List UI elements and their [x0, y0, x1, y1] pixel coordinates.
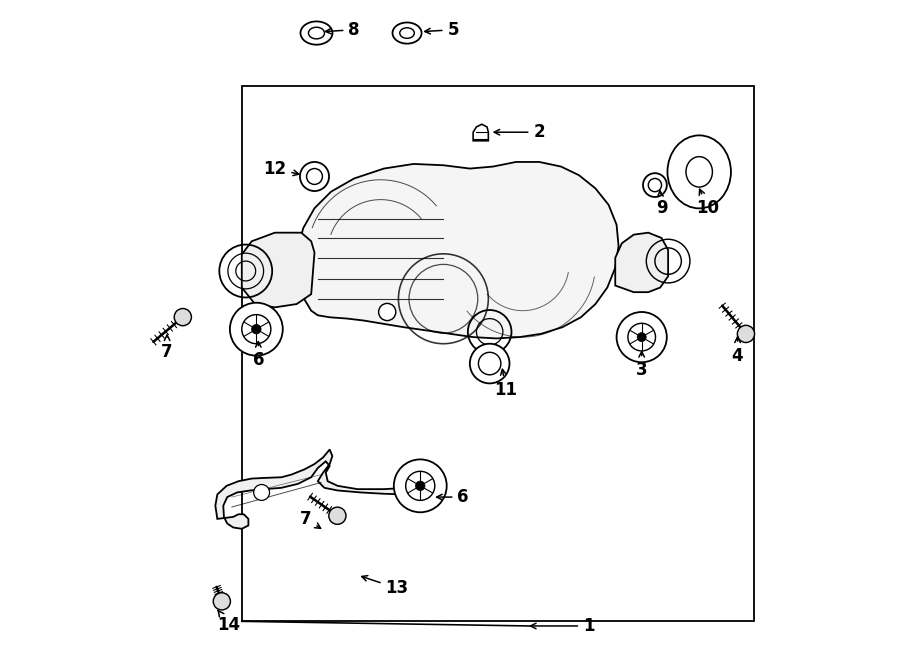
Polygon shape [242, 233, 314, 307]
Ellipse shape [392, 22, 421, 44]
Text: 7: 7 [300, 510, 320, 528]
Text: 6: 6 [253, 342, 264, 369]
Circle shape [416, 481, 425, 490]
Circle shape [379, 303, 396, 321]
Polygon shape [616, 233, 668, 292]
Circle shape [242, 315, 271, 344]
Ellipse shape [309, 27, 325, 39]
Circle shape [394, 459, 446, 512]
Text: 3: 3 [636, 352, 647, 379]
Text: 10: 10 [697, 189, 719, 217]
Text: 12: 12 [264, 159, 299, 178]
Circle shape [307, 169, 322, 184]
Ellipse shape [301, 21, 332, 45]
Circle shape [213, 593, 230, 610]
Ellipse shape [668, 136, 731, 208]
Circle shape [328, 507, 346, 524]
Circle shape [737, 325, 754, 342]
Text: 11: 11 [495, 369, 518, 399]
Circle shape [479, 352, 501, 375]
Circle shape [252, 325, 261, 334]
Circle shape [470, 344, 509, 383]
Circle shape [648, 178, 662, 192]
Text: 13: 13 [362, 576, 409, 598]
Circle shape [628, 323, 655, 351]
Text: 7: 7 [161, 335, 173, 361]
Ellipse shape [400, 28, 414, 38]
Text: 5: 5 [425, 20, 459, 39]
Text: 1: 1 [530, 617, 595, 635]
Ellipse shape [686, 157, 713, 187]
Text: 14: 14 [217, 610, 240, 634]
Text: 2: 2 [494, 123, 545, 141]
Circle shape [643, 173, 667, 197]
Polygon shape [215, 449, 436, 529]
Circle shape [616, 312, 667, 362]
Polygon shape [297, 162, 618, 338]
Text: 9: 9 [656, 191, 667, 217]
Text: 6: 6 [436, 488, 469, 506]
Circle shape [175, 309, 192, 326]
Polygon shape [473, 124, 489, 141]
Circle shape [637, 332, 646, 342]
Text: 4: 4 [732, 337, 743, 365]
Circle shape [406, 471, 435, 500]
Circle shape [300, 162, 329, 191]
Text: 8: 8 [326, 20, 360, 39]
Bar [242, 86, 754, 621]
Circle shape [254, 485, 269, 500]
Circle shape [230, 303, 283, 356]
